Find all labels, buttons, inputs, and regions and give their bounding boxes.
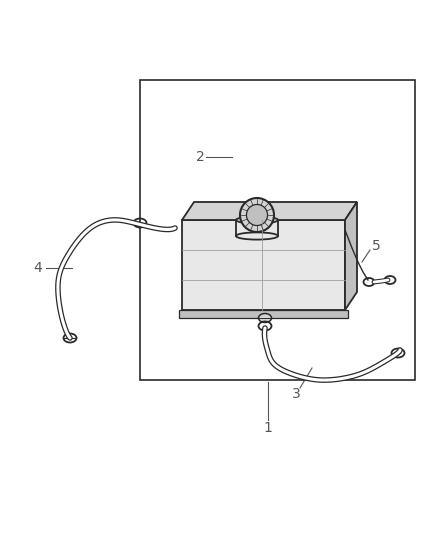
- Ellipse shape: [236, 232, 278, 240]
- Polygon shape: [179, 310, 348, 318]
- Text: 5: 5: [371, 239, 380, 253]
- Text: 1: 1: [264, 421, 272, 435]
- Ellipse shape: [258, 313, 272, 322]
- Bar: [140, 80, 415, 380]
- Text: 2: 2: [196, 150, 205, 164]
- Circle shape: [247, 205, 268, 225]
- Polygon shape: [182, 202, 357, 220]
- Circle shape: [240, 198, 274, 232]
- Ellipse shape: [236, 216, 278, 224]
- Polygon shape: [345, 202, 357, 310]
- Text: 4: 4: [34, 261, 42, 275]
- Ellipse shape: [244, 217, 271, 222]
- Text: 3: 3: [292, 387, 300, 401]
- Polygon shape: [182, 220, 345, 310]
